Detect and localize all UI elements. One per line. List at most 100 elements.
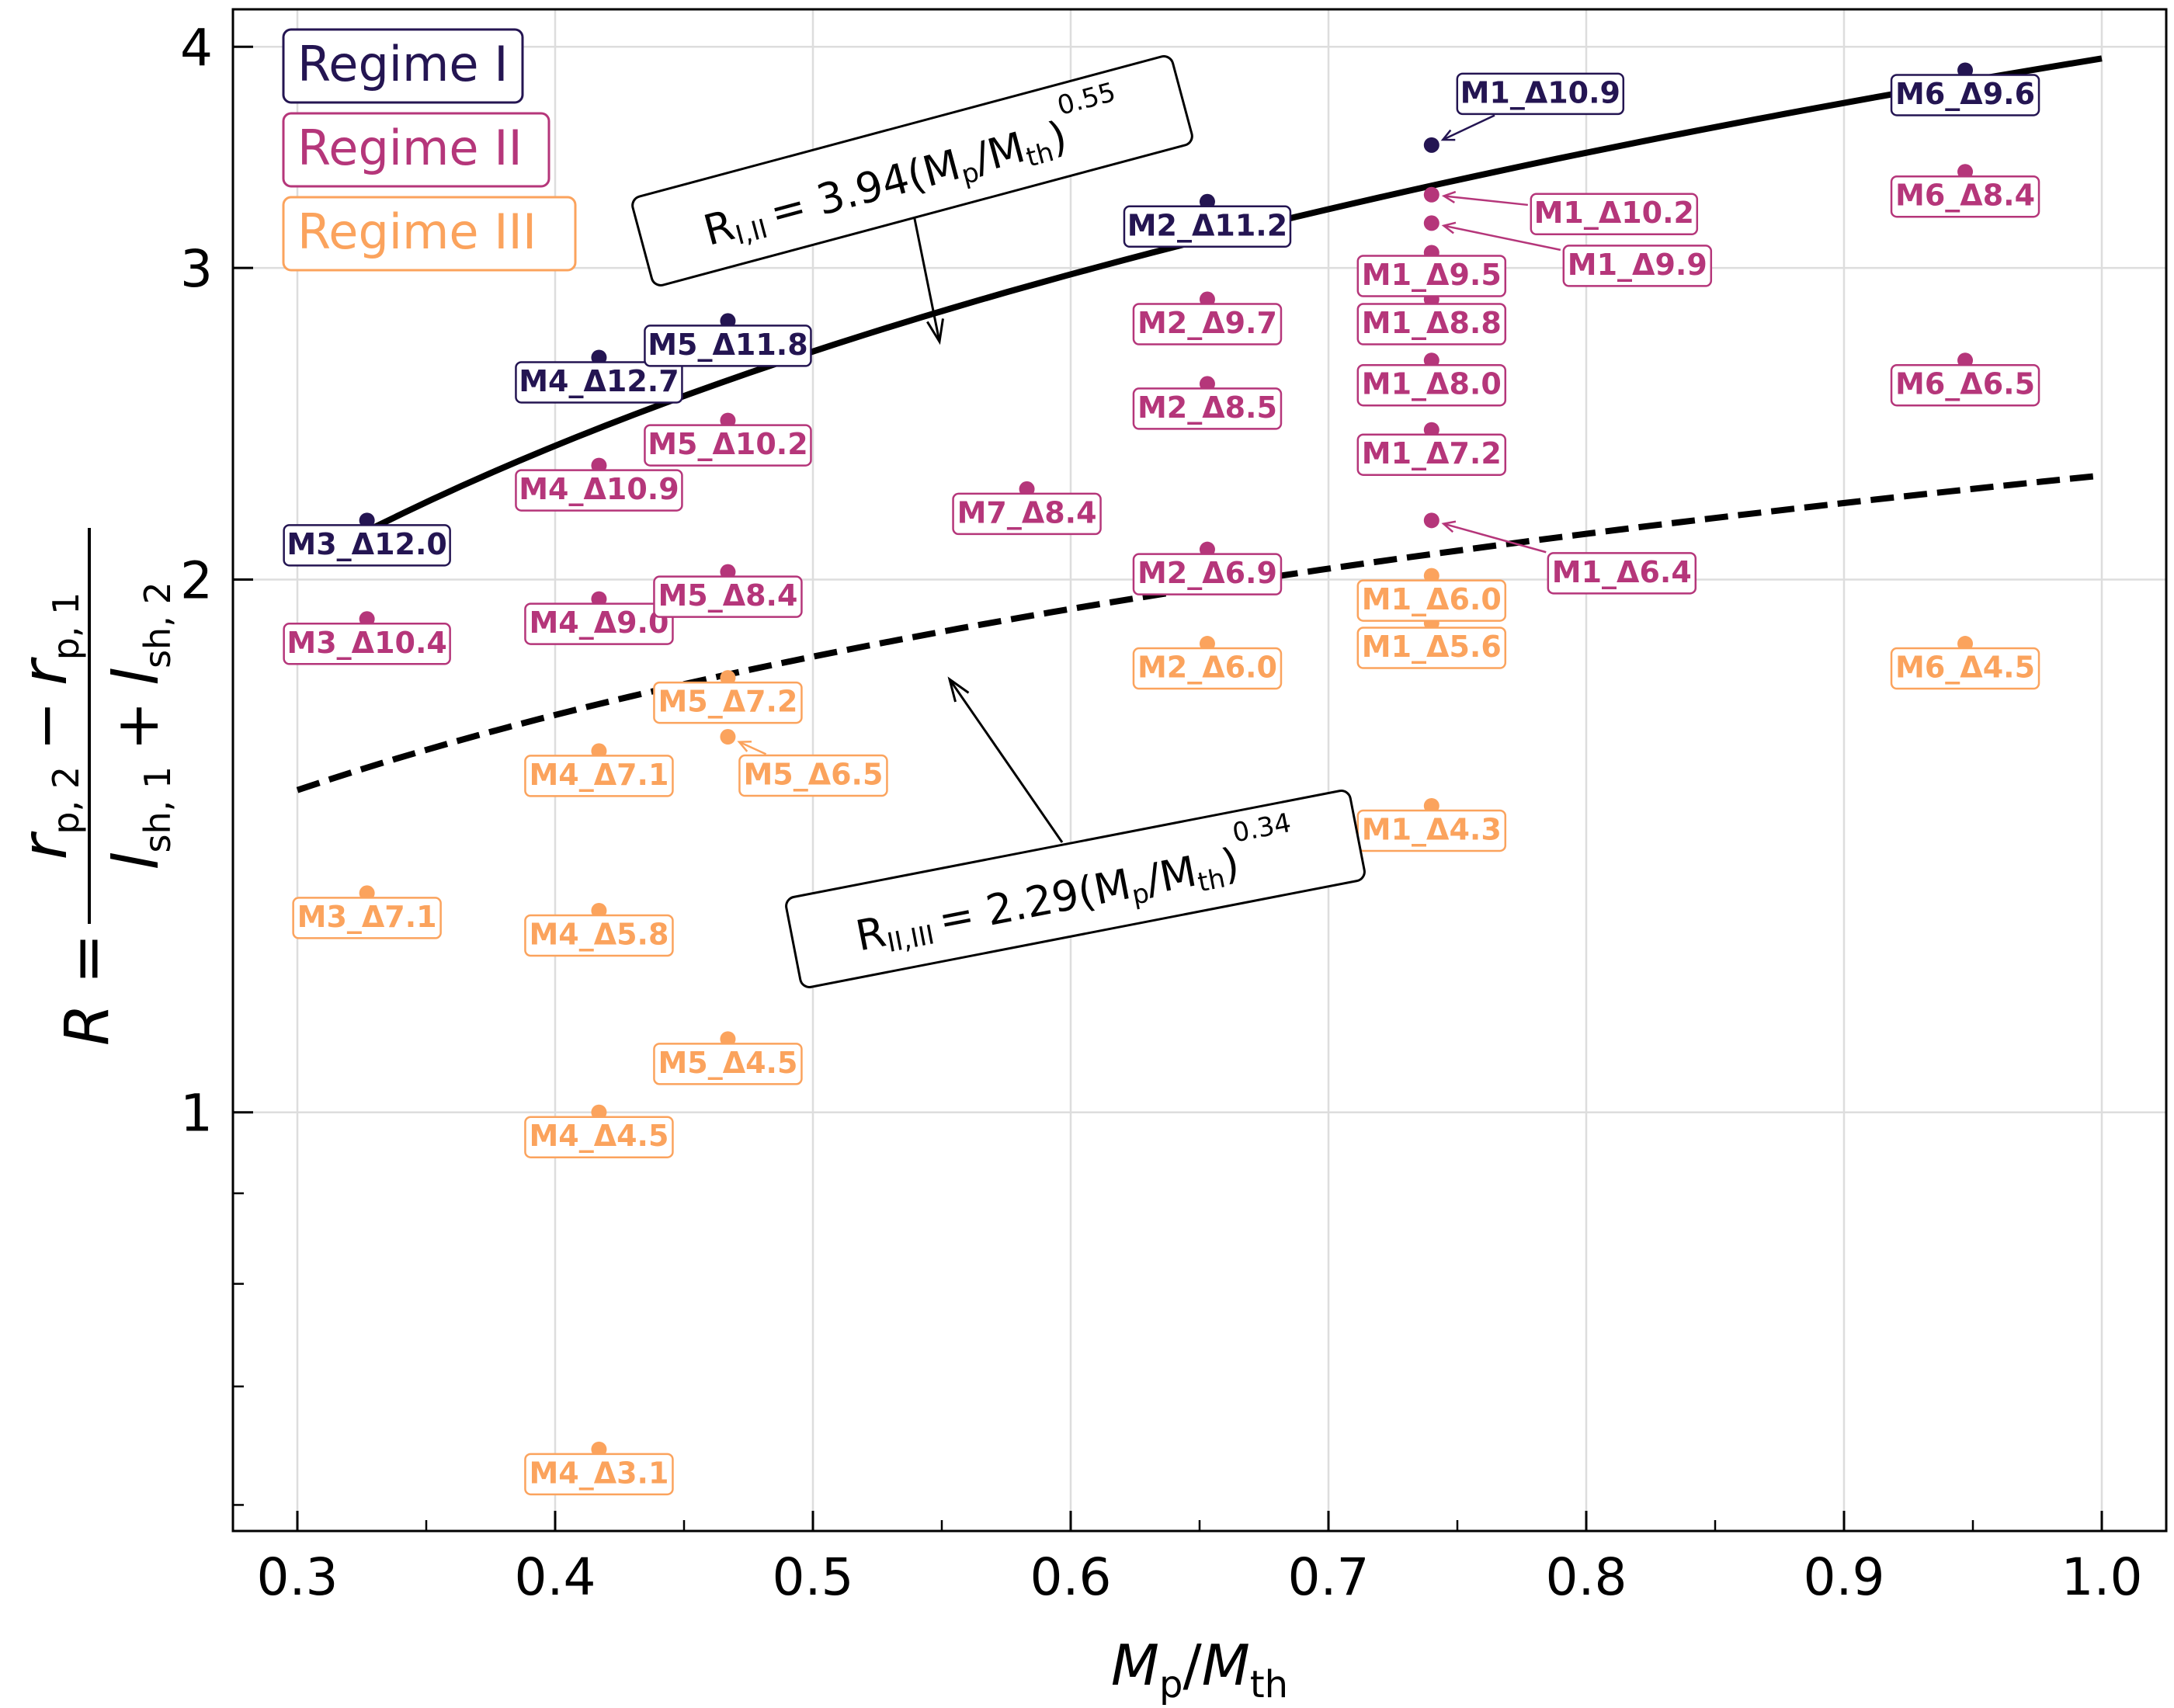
- y-tick-label: 3: [180, 239, 213, 299]
- label-arrowhead: [1441, 520, 1457, 533]
- label-text: M3_Δ10.4: [287, 626, 446, 660]
- data-point-m1-6-4: [1423, 512, 1439, 529]
- fit-annotation-2: RII,III= 2.29(Mp/Mth)0.34: [785, 676, 1366, 988]
- label-arrowhead: [737, 741, 752, 752]
- y-label-equals: =: [53, 933, 123, 984]
- point-label-m1-5-6: M1_Δ5.6: [1356, 627, 1507, 669]
- label-text: M2_Δ8.5: [1137, 391, 1277, 425]
- label-box: [524, 1116, 674, 1158]
- x-axis-label: Mp/Mth: [1111, 1633, 1288, 1706]
- point-label-m5-11-8: M5_Δ11.8: [644, 325, 812, 367]
- label-text: M5_Δ4.5: [658, 1046, 797, 1080]
- label-text: M4_Δ9.0: [529, 606, 669, 640]
- label-arrowhead: [1441, 190, 1457, 203]
- label-box: [1356, 303, 1507, 345]
- label-box: [292, 897, 442, 939]
- label-box: [1547, 552, 1697, 595]
- point-label-m1-8-0: M1_Δ8.0: [1356, 363, 1507, 407]
- legend-entry-regime-ii: Regime II: [282, 112, 550, 188]
- legend-entry-regime-iii: Regime III: [282, 196, 577, 272]
- point-label-m2-8-5: M2_Δ8.5: [1132, 387, 1283, 430]
- label-text: M2_Δ11.2: [1127, 208, 1287, 242]
- point-label-m3-7-1: M3_Δ7.1: [292, 897, 442, 939]
- label-box: [738, 754, 888, 797]
- label-text: M2_Δ6.9: [1137, 556, 1277, 590]
- label-text: M1_Δ6.4: [1552, 555, 1692, 589]
- label-text: M2_Δ9.7: [1137, 306, 1277, 340]
- y-tick-label: 2: [180, 551, 213, 611]
- point-label-m5-6-5: M5_Δ6.5: [738, 754, 888, 797]
- label-arrowhead: [1440, 129, 1456, 141]
- y-tick-label: 4: [180, 18, 213, 78]
- label-box: [524, 914, 674, 957]
- legend-label: Regime I: [297, 36, 509, 92]
- x-tick-label: 0.4: [515, 1547, 596, 1607]
- label-box: [1356, 433, 1507, 476]
- point-label-m1-8-8: M1_Δ8.8: [1356, 303, 1507, 345]
- legend-box: [282, 196, 577, 272]
- label-box: [1890, 363, 2040, 407]
- point-label-m1-10-9: M1_Δ10.9: [1456, 72, 1625, 116]
- label-text: M4_Δ3.1: [529, 1456, 669, 1490]
- point-label-m4-3-1: M4_Δ3.1: [524, 1453, 674, 1496]
- point-label-m1-9-9: M1_Δ9.9: [1562, 245, 1713, 287]
- legend-box: [282, 28, 524, 104]
- label-text: M6_Δ6.5: [1895, 367, 2035, 401]
- label-box: [1890, 175, 2040, 218]
- point-label-m2-6-0: M2_Δ6.0: [1132, 647, 1283, 690]
- point-label-m6-4-5: M6_Δ4.5: [1890, 647, 2040, 690]
- label-box: [1132, 553, 1283, 595]
- point-label-m6-9-6: M6_Δ9.6: [1890, 74, 2040, 116]
- point-label-m4-4-5: M4_Δ4.5: [524, 1116, 674, 1158]
- point-label-m5-10-2: M5_Δ10.2: [644, 424, 812, 467]
- data-point-m1-10-9: [1423, 137, 1439, 153]
- point-label-m6-6-5: M6_Δ6.5: [1890, 363, 2040, 407]
- label-box: [515, 361, 683, 404]
- fit-annotation-1: RI,II= 3.94(Mp/Mth)0.55: [631, 55, 1193, 345]
- x-tick-label: 0.3: [257, 1547, 339, 1607]
- label-box: [524, 1453, 674, 1496]
- label-arrow-m1-10-9: [1442, 114, 1495, 141]
- point-label-m5-4-5: M5_Δ4.5: [653, 1043, 803, 1085]
- label-text: M6_Δ9.6: [1895, 77, 2035, 111]
- label-box: [653, 575, 803, 618]
- label-text: M1_Δ5.6: [1362, 630, 1502, 664]
- label-text: M4_Δ5.8: [529, 917, 669, 951]
- legend: Regime I Regime II Regime III: [282, 28, 577, 272]
- fit-curve-1: [373, 55, 2103, 530]
- fit-curve-2: [296, 472, 2103, 793]
- label-text: M3_Δ7.1: [297, 900, 437, 934]
- y-label-lhs: R: [53, 1004, 123, 1046]
- formula-border: [785, 790, 1366, 988]
- x-tick-label: 0.8: [1546, 1547, 1627, 1607]
- label-box: [1356, 255, 1507, 297]
- point-label-m5-8-4: M5_Δ8.4: [653, 575, 803, 618]
- legend-box: [282, 112, 550, 188]
- axes: 0.3 0.4 0.5 0.6 0.7 0.8 0.9 1.0 1 2 3 4 Mp/Mth R = rp, …: [9, 8, 2168, 1706]
- data-point-m1-10-2: [1423, 186, 1439, 203]
- label-text: M2_Δ6.0: [1137, 651, 1277, 685]
- point-label-m1-4-3: M1_Δ4.3: [1356, 809, 1507, 852]
- label-text: M5_Δ8.4: [658, 578, 797, 613]
- label-text: M5_Δ7.2: [658, 685, 797, 719]
- label-box: [1132, 387, 1283, 430]
- label-box: [952, 492, 1102, 536]
- point-label-m2-6-9: M2_Δ6.9: [1132, 553, 1283, 595]
- label-text: M6_Δ8.4: [1895, 179, 2035, 213]
- x-tick-label: 0.5: [773, 1547, 854, 1607]
- label-box: [1356, 627, 1507, 669]
- point-label-m1-7-2: M1_Δ7.2: [1356, 433, 1507, 476]
- label-box: [1356, 363, 1507, 407]
- y-tick-label: 1: [180, 1084, 213, 1144]
- label-arrowhead: [1441, 221, 1457, 234]
- label-text: M1_Δ9.9: [1568, 248, 1707, 282]
- label-box: [1123, 205, 1292, 248]
- label-text: M4_Δ12.7: [519, 364, 679, 398]
- label-text: M3_Δ12.0: [287, 527, 446, 561]
- label-arrow-m1-10-2: [1443, 195, 1528, 207]
- label-text: M4_Δ10.9: [519, 472, 679, 506]
- label-text: M1_Δ8.8: [1362, 306, 1502, 340]
- point-label-m3-10-4: M3_Δ10.4: [283, 623, 451, 665]
